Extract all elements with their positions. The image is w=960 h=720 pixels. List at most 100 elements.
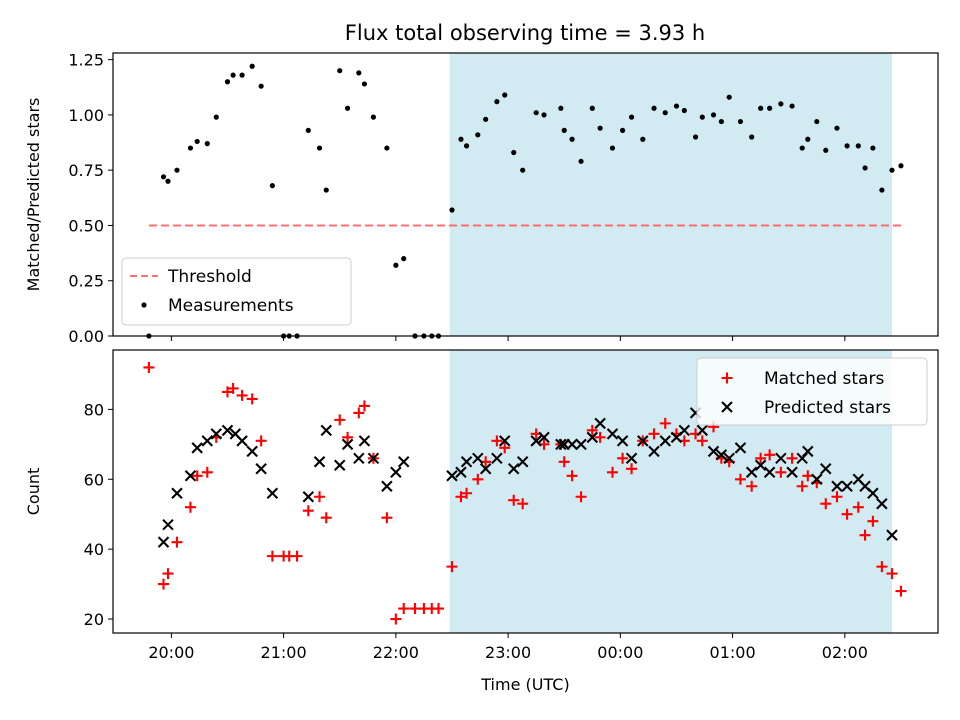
data-point xyxy=(789,103,795,109)
data-point xyxy=(734,473,746,485)
data-point xyxy=(361,81,368,87)
data-point xyxy=(184,501,196,513)
data-point xyxy=(606,466,618,478)
legend: Matched stars Predicted stars xyxy=(696,357,928,426)
data-point xyxy=(213,114,219,120)
y-tick-label: 1.00 xyxy=(68,106,104,125)
data-point xyxy=(320,512,332,524)
data-point xyxy=(370,114,377,120)
data-point xyxy=(617,452,629,464)
data-point xyxy=(517,498,529,510)
data-point xyxy=(333,459,346,472)
data-point xyxy=(852,501,864,513)
data-point xyxy=(201,466,213,478)
data-point xyxy=(160,174,167,180)
data-point xyxy=(640,136,646,142)
chart-title: Flux total observing time = 3.93 h xyxy=(345,21,705,45)
x-tick-label: 22:00 xyxy=(373,643,419,662)
data-point xyxy=(628,114,635,120)
data-point xyxy=(174,167,180,173)
data-point xyxy=(224,79,231,85)
data-point xyxy=(619,127,626,133)
data-point xyxy=(162,568,174,580)
data-point xyxy=(723,452,735,465)
data-point xyxy=(249,63,255,69)
data-point xyxy=(879,187,885,193)
data-point xyxy=(236,389,248,401)
data-point xyxy=(841,480,853,493)
data-point xyxy=(446,470,458,482)
data-point xyxy=(651,105,657,111)
data-point xyxy=(589,105,595,111)
data-point xyxy=(625,452,638,465)
data-point xyxy=(823,147,829,153)
data-point xyxy=(337,68,343,74)
data-point xyxy=(673,103,680,109)
data-point xyxy=(802,445,814,458)
data-point xyxy=(475,132,481,138)
data-point xyxy=(184,470,197,482)
data-point xyxy=(876,497,888,510)
data-point xyxy=(718,118,724,125)
data-point xyxy=(763,466,776,479)
data-point xyxy=(384,145,390,151)
data-point xyxy=(594,417,606,430)
x-tick-label: 23:00 xyxy=(485,643,531,662)
data-point xyxy=(313,456,326,468)
data-point xyxy=(323,187,329,193)
data-point xyxy=(855,143,861,149)
data-point xyxy=(255,435,267,447)
series-predicted-stars xyxy=(157,407,898,548)
data-point xyxy=(737,118,744,125)
data-point xyxy=(246,393,258,405)
data-point xyxy=(143,361,155,373)
data-point xyxy=(230,72,236,78)
data-point xyxy=(266,487,279,499)
data-point xyxy=(314,491,326,503)
data-point xyxy=(606,428,619,440)
data-point xyxy=(699,114,705,120)
data-point xyxy=(194,138,200,145)
y-tick-label: 60 xyxy=(84,470,104,489)
legend-label: Matched stars xyxy=(764,369,884,389)
y-axis-label: Count xyxy=(24,468,43,516)
data-point xyxy=(334,414,346,426)
y-tick-label: 0.25 xyxy=(68,272,104,291)
data-point xyxy=(876,561,888,573)
data-point xyxy=(353,452,365,465)
data-point xyxy=(221,424,234,437)
data-point xyxy=(494,99,500,105)
x-tick-label: 00:00 xyxy=(597,643,643,662)
y-tick-label: 0.75 xyxy=(68,161,104,180)
series-matched-stars xyxy=(143,361,907,625)
data-point xyxy=(555,438,567,451)
data-point xyxy=(498,435,511,447)
data-point xyxy=(157,536,170,548)
data-point xyxy=(499,442,511,454)
bottom-subplot: 20 40 60 80 20:00 21:00 22:00 23:00 00:00 01:00 02… xyxy=(24,349,939,694)
data-point xyxy=(381,480,393,493)
data-point xyxy=(566,438,578,451)
data-point xyxy=(401,256,407,262)
data-point xyxy=(316,145,323,151)
data-point xyxy=(508,494,520,506)
data-point xyxy=(507,463,520,475)
data-point xyxy=(662,110,668,116)
data-point xyxy=(834,125,840,131)
data-point xyxy=(530,435,542,447)
data-point xyxy=(463,143,470,149)
x-axis-label: Time (UTC) xyxy=(480,675,569,694)
data-point xyxy=(775,452,787,465)
x-tick-label: 21:00 xyxy=(261,643,307,662)
data-point xyxy=(210,428,223,440)
series-measurements xyxy=(146,63,904,339)
data-point xyxy=(483,116,489,122)
data-point xyxy=(707,445,720,458)
data-point xyxy=(516,456,529,468)
legend-swatch-measurements xyxy=(141,302,147,308)
data-point xyxy=(616,435,629,447)
data-point xyxy=(538,431,550,444)
data-point xyxy=(302,490,315,503)
data-point xyxy=(754,459,767,472)
